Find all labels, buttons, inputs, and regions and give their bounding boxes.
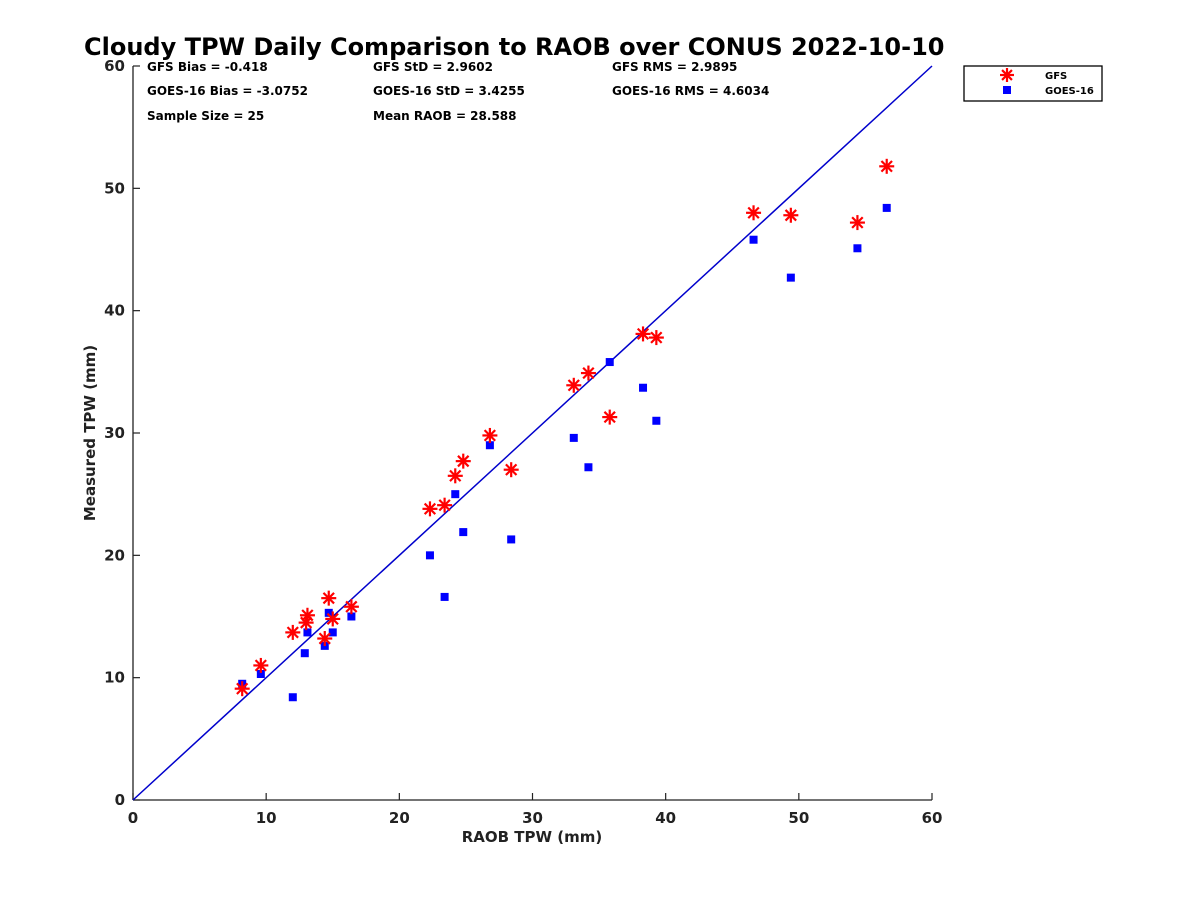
- gfs-point: [783, 207, 799, 223]
- gfs-point: [325, 611, 341, 627]
- goes-16-point: [882, 203, 891, 212]
- gfs-point: [317, 631, 333, 647]
- x-tick-label: 40: [655, 809, 676, 827]
- goes-16-point: [303, 628, 312, 637]
- stat-goes-bias: GOES-16 Bias = -3.0752: [147, 84, 308, 98]
- stat-gfs-bias: GFS Bias = -0.418: [147, 60, 268, 74]
- goes-16-point: [652, 416, 661, 425]
- y-tick-label: 0: [115, 791, 125, 809]
- gfs-point: [648, 330, 664, 346]
- x-tick-label: 60: [922, 809, 943, 827]
- gfs-point: [503, 462, 519, 478]
- gfs-point: [602, 409, 618, 425]
- goes-16-point: [584, 463, 593, 472]
- legend-goes-label: GOES-16: [1045, 86, 1094, 97]
- chart-title: Cloudy TPW Daily Comparison to RAOB over…: [84, 33, 944, 61]
- gfs-point: [455, 453, 471, 469]
- stat-gfs-std: GFS StD = 2.9602: [373, 60, 493, 74]
- y-tick-label: 10: [104, 669, 125, 687]
- statistics-block: GFS Bias = -0.418 GOES-16 Bias = -3.0752…: [147, 60, 769, 123]
- stat-sample-size: Sample Size = 25: [147, 109, 264, 123]
- y-tick-label: 30: [104, 424, 125, 442]
- one-to-one-reference-line: [132, 65, 933, 801]
- data-points: [234, 158, 895, 702]
- gfs-point: [849, 215, 865, 231]
- goes-16-point: [507, 535, 516, 544]
- y-tick-label: 60: [104, 57, 125, 75]
- gfs-point: [285, 624, 301, 640]
- gfs-point: [234, 681, 250, 697]
- y-tick-label: 20: [104, 546, 125, 564]
- legend-box: [963, 65, 1103, 102]
- gfs-point: [879, 158, 895, 174]
- x-tick-label: 30: [522, 809, 543, 827]
- gfs-point: [580, 365, 596, 381]
- x-tick-label: 10: [256, 809, 277, 827]
- goes-16-point: [451, 490, 460, 499]
- x-tick-label: 20: [389, 809, 410, 827]
- stat-goes-std: GOES-16 StD = 3.4255: [373, 84, 525, 98]
- stat-goes-rms: GOES-16 RMS = 4.6034: [612, 84, 769, 98]
- gfs-legend-asterisk: [1000, 68, 1014, 82]
- goes-16-point: [425, 551, 434, 560]
- goes-16-point: [300, 649, 309, 658]
- gfs-point: [746, 205, 762, 221]
- gfs-point: [437, 497, 453, 513]
- goes-16-point: [485, 441, 494, 450]
- legend: GFS GOES-16: [963, 65, 1103, 102]
- goes-16-point: [749, 235, 758, 244]
- x-tick-label: 0: [128, 809, 138, 827]
- gfs-point: [566, 377, 582, 393]
- gfs-point: [299, 607, 315, 623]
- legend-gfs-label: GFS: [1045, 71, 1067, 82]
- gfs-point: [447, 468, 463, 484]
- goes-16-point: [256, 669, 265, 678]
- goes-16-point: [328, 628, 337, 637]
- goes-16-point: [440, 592, 449, 601]
- y-axis-label: Measured TPW (mm): [81, 345, 99, 521]
- goes-16-point: [324, 608, 333, 617]
- goes-16-point: [639, 383, 648, 392]
- axis-ticks: 0 10 20 30 40 50 60 0 10 20 30 40 50 60: [104, 57, 942, 827]
- gfs-point: [321, 590, 337, 606]
- legend-gfs-asterisk-marker: [1000, 68, 1014, 82]
- goes-16-point: [347, 612, 356, 621]
- goes-16-point: [288, 693, 297, 702]
- gfs-point: [253, 657, 269, 673]
- gfs-point: [343, 599, 359, 615]
- goes-16-point: [605, 358, 614, 367]
- goes-16-point: [786, 273, 795, 282]
- goes-16-point: [569, 433, 578, 442]
- gfs-point: [635, 326, 651, 342]
- legend-goes-square-marker: [1003, 86, 1011, 94]
- stat-mean-raob: Mean RAOB = 28.588: [373, 109, 517, 123]
- stat-gfs-rms: GFS RMS = 2.9895: [612, 60, 737, 74]
- goes-16-point: [853, 244, 862, 253]
- x-tick-label: 50: [788, 809, 809, 827]
- gfs-point: [422, 501, 438, 517]
- y-tick-label: 40: [104, 302, 125, 320]
- goes-16-point: [459, 528, 468, 537]
- gfs-point: [482, 427, 498, 443]
- y-tick-label: 50: [104, 179, 125, 197]
- x-axis-label: RAOB TPW (mm): [462, 828, 603, 846]
